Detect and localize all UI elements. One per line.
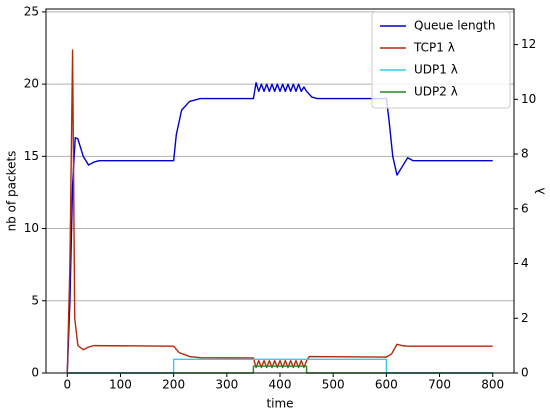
y-tick-label: 20: [24, 77, 39, 91]
x-tick-label: 500: [322, 378, 345, 392]
legend-label: TCP1 λ: [413, 41, 455, 55]
y2-tick-label: 6: [521, 201, 529, 215]
y2-tick-label: 12: [521, 37, 536, 51]
legend-box: [371, 11, 511, 109]
y2-tick-label: 2: [521, 311, 529, 325]
legend-label: UDP1 λ: [414, 63, 458, 77]
legend-label: UDP2 λ: [414, 85, 458, 99]
x-tick-label: 400: [269, 378, 292, 392]
y-axis-label: nb of packets: [5, 151, 19, 232]
y-tick-label: 15: [24, 149, 39, 163]
y-tick-label: 10: [24, 221, 39, 235]
y-tick-label: 5: [31, 293, 39, 307]
series-line: [67, 365, 493, 374]
x-tick-label: 300: [215, 378, 238, 392]
x-tick-label: 0: [63, 378, 71, 392]
y-tick-label: 0: [31, 366, 39, 380]
y-tick-label: 25: [24, 4, 39, 18]
y2-tick-label: 4: [521, 256, 529, 270]
legend-label: Queue length: [414, 19, 496, 33]
plot-frame: [45, 8, 515, 374]
y2-tick-label: 10: [521, 92, 536, 106]
y2-tick-label: 8: [521, 147, 529, 161]
x-tick-label: 600: [375, 378, 398, 392]
y2-axis-label: λ: [534, 187, 548, 194]
x-tick-label: 700: [428, 378, 451, 392]
series-line: [66, 81, 493, 374]
x-tick-label: 100: [109, 378, 132, 392]
x-tick-label: 200: [162, 378, 185, 392]
x-tick-label: 800: [481, 378, 504, 392]
x-axis-label: time: [266, 397, 293, 411]
y2-tick-label: 0: [521, 366, 529, 380]
